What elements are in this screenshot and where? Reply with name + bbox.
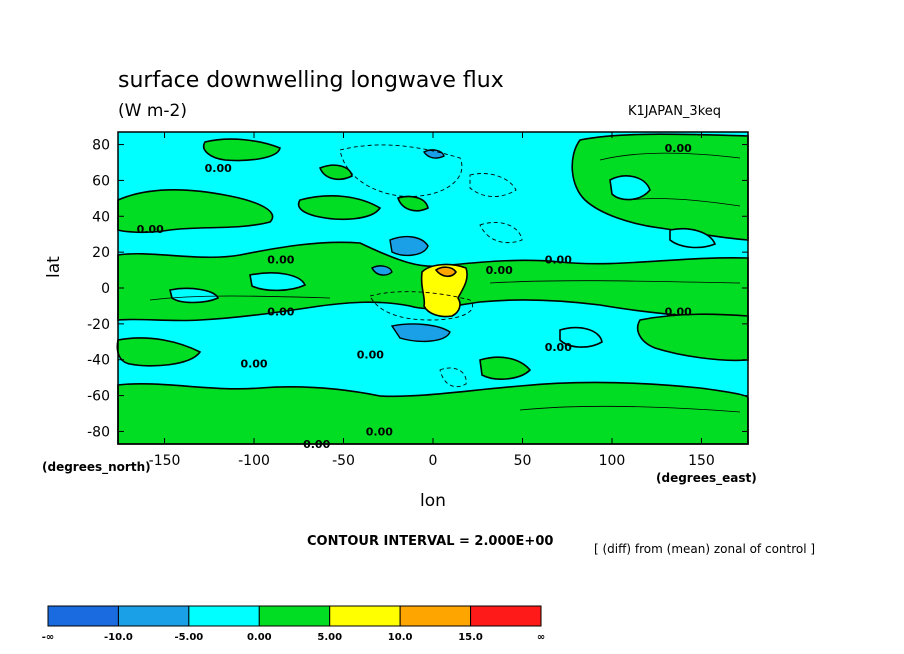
colorbar-label: -10.0 (104, 632, 133, 643)
x-tick-label: -150 (149, 453, 181, 469)
green-regions (116, 133, 749, 445)
dashed-contours (339, 144, 523, 388)
chart-title: surface downwelling longwave flux (118, 68, 504, 93)
y-tick-label: 40 (92, 209, 110, 225)
y-tick-label: -80 (87, 424, 110, 440)
x-tick-label: 150 (688, 453, 715, 469)
colorbar-label: -5.00 (174, 632, 203, 643)
colorbar-label: -∞ (42, 632, 54, 643)
colorbar-label: 15.0 (458, 632, 483, 643)
colorbar-swatch (188, 605, 260, 627)
contour-labels: 0.00 0.00 0.00 0.00 0.00 0.00 0.00 0.00 0.00 0.00… (137, 142, 692, 451)
x-tick-label: 100 (599, 453, 626, 469)
contour-label: 0.00 (267, 305, 294, 318)
y-tick-label: -40 (87, 353, 110, 369)
x-axis-label: lon (420, 491, 446, 511)
contour-label: 0.00 (303, 438, 330, 451)
y-unit-note: (degrees_north) (42, 460, 151, 474)
colorbar-label: 5.00 (317, 632, 342, 643)
colorbar-swatch (258, 605, 331, 627)
contour-label: 0.00 (545, 253, 572, 266)
y-tick-label: 80 (92, 138, 110, 154)
y-tick-label: -60 (87, 389, 110, 405)
colorbar-swatch (117, 605, 190, 627)
contour-label: 0.00 (357, 348, 384, 361)
colorbar-label: 0.00 (247, 632, 272, 643)
colorbar-swatch (329, 605, 401, 627)
y-tick-label: 20 (92, 245, 110, 261)
thin-contours (149, 152, 741, 413)
x-tick-label: -50 (332, 453, 355, 469)
colorbar-swatch (399, 605, 472, 627)
contour-label: 0.00 (137, 223, 164, 236)
chart-units: (W m-2) (118, 101, 187, 121)
x-unit-note: (degrees_east) (656, 471, 757, 485)
contour-label: 0.00 (366, 425, 393, 438)
y-tick-label: 60 (92, 173, 110, 189)
contour-label: 0.00 (665, 142, 692, 155)
colorbar-swatch (470, 605, 542, 627)
contour-label: 0.00 (545, 341, 572, 354)
colorbar-label: 10.0 (388, 632, 413, 643)
x-tick-label: -100 (238, 453, 270, 469)
positive-regions (420, 263, 468, 318)
contour-label: 0.00 (205, 162, 232, 175)
contour-interval: CONTOUR INTERVAL = 2.000E+00 (307, 534, 554, 549)
contour-label: 0.00 (665, 305, 692, 318)
y-tick-label: 0 (101, 281, 110, 297)
x-tick-label: 50 (514, 453, 532, 469)
negative-regions (371, 149, 451, 343)
description-text: [ (diff) from (mean) zonal of control ] (594, 542, 816, 556)
contour-label: 0.00 (486, 264, 513, 277)
y-tick-label: -20 (87, 317, 110, 333)
cyan-holes (169, 175, 717, 348)
colorbar-swatch (47, 605, 119, 627)
axis-ticks: -150 -100 -50 0 50 100 150 80 60 40 20 0 -20 -40 -60 -8… (87, 132, 748, 469)
contour-label: 0.00 (240, 357, 267, 370)
x-tick-label: 0 (429, 453, 438, 469)
contour-label: 0.00 (267, 253, 294, 266)
colorbar-label: ∞ (537, 632, 545, 643)
run-label: K1JAPAN_3keq (628, 104, 722, 119)
colorbar: -∞ -10.0 -5.00 0.00 5.00 10.0 15.0 ∞ (42, 605, 545, 643)
